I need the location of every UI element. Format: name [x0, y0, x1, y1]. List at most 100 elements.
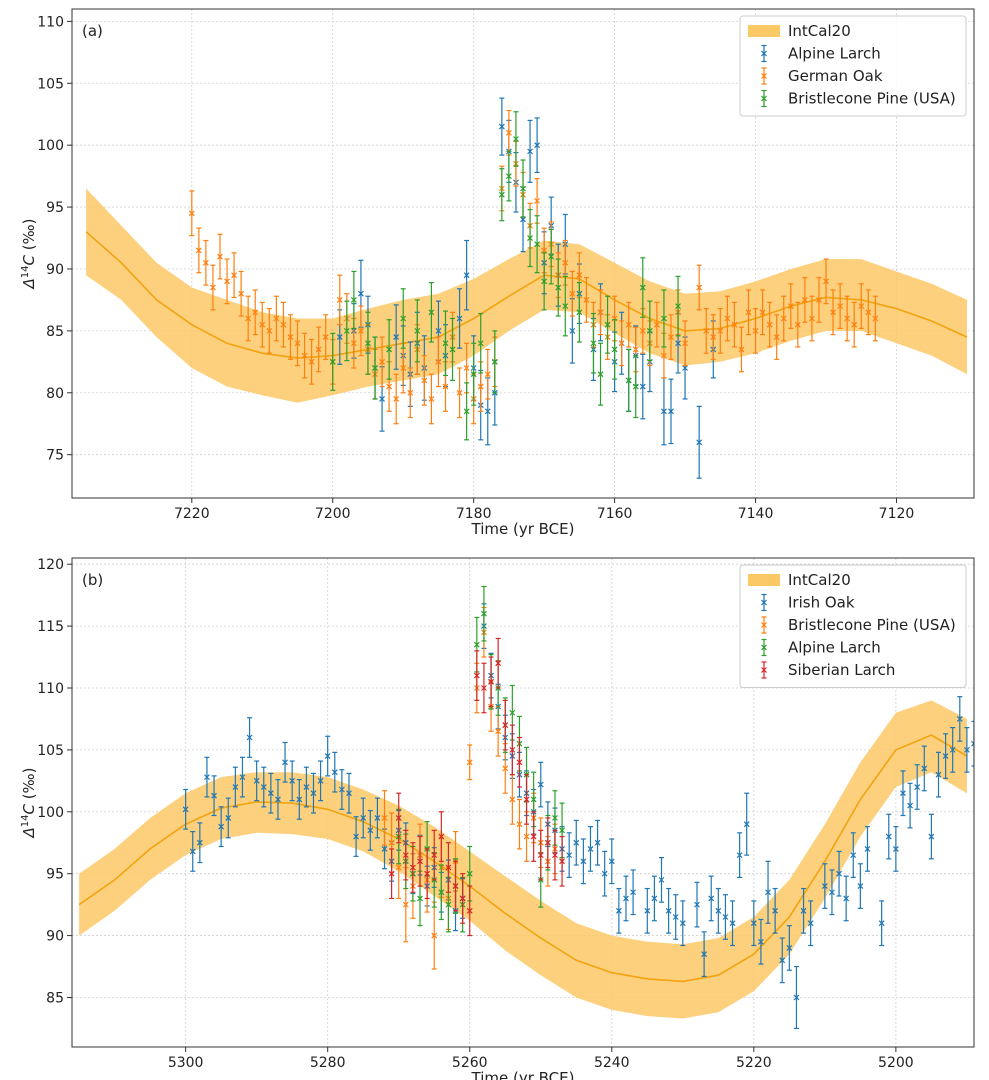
data-point	[573, 819, 580, 866]
point-marker	[527, 235, 533, 241]
point-marker	[466, 759, 473, 766]
data-point	[736, 832, 743, 878]
point-marker	[442, 340, 449, 347]
point-marker	[710, 334, 717, 340]
point-marker	[562, 303, 569, 310]
data-point	[601, 850, 608, 897]
point-marker	[548, 253, 555, 260]
point-marker	[800, 907, 807, 914]
point-marker	[823, 278, 829, 285]
point-marker	[239, 774, 246, 781]
data-point	[338, 769, 345, 810]
data-point	[246, 717, 253, 758]
data-point	[786, 925, 793, 971]
point-marker	[658, 876, 665, 883]
panel-label: (b)	[82, 571, 103, 589]
point-marker	[566, 852, 573, 859]
data-point	[921, 745, 928, 792]
point-marker	[580, 858, 587, 865]
intcal20-band	[79, 700, 967, 1019]
data-point	[481, 585, 487, 642]
point-marker	[523, 833, 530, 840]
data-point	[555, 258, 562, 317]
data-point	[400, 288, 407, 349]
point-marker	[435, 358, 442, 365]
point-marker	[488, 678, 494, 685]
point-marker	[395, 864, 402, 871]
point-marker	[858, 303, 865, 310]
data-point	[864, 826, 871, 872]
point-marker	[225, 815, 232, 821]
data-point	[395, 792, 402, 844]
data-point	[942, 733, 949, 779]
data-point	[400, 342, 407, 394]
y-tick-label: 105	[37, 76, 64, 92]
point-marker	[303, 784, 310, 790]
point-marker	[329, 358, 336, 365]
point-marker	[477, 383, 484, 390]
point-marker	[878, 920, 885, 927]
y-tick-label: 80	[46, 386, 64, 402]
point-marker	[360, 815, 367, 821]
data-point	[745, 289, 752, 336]
data-point	[611, 319, 618, 380]
data-point	[623, 875, 629, 922]
data-point	[597, 342, 604, 406]
point-marker	[379, 358, 385, 365]
data-point	[576, 281, 583, 343]
data-point	[625, 301, 632, 348]
point-marker	[807, 920, 814, 927]
legend-entry: IntCal20	[748, 571, 851, 589]
point-marker	[196, 839, 203, 846]
point-marker	[438, 833, 445, 840]
point-marker	[646, 327, 653, 334]
series-german-oak	[188, 109, 879, 425]
point-marker	[484, 371, 491, 378]
point-marker	[971, 740, 974, 747]
data-point	[267, 772, 274, 814]
y-tick-label: 100	[37, 805, 64, 821]
point-marker	[750, 920, 757, 927]
point-marker	[275, 796, 281, 803]
point-marker	[829, 889, 835, 896]
y-tick-label: 110	[37, 14, 64, 30]
data-point	[253, 760, 260, 802]
point-marker	[322, 334, 329, 340]
data-point	[544, 817, 551, 869]
data-point	[914, 764, 921, 810]
data-point	[331, 751, 338, 793]
data-point	[473, 650, 480, 701]
data-point	[963, 727, 970, 773]
point-marker	[353, 833, 360, 840]
point-marker	[365, 340, 371, 347]
point-marker	[914, 784, 921, 790]
point-marker	[282, 759, 288, 766]
point-marker	[661, 352, 667, 359]
legend-entry: Irish Oak	[761, 594, 855, 612]
point-marker	[238, 290, 245, 297]
point-marker	[801, 296, 808, 303]
data-point	[537, 761, 544, 808]
y-label-delta: Δ	[20, 278, 38, 289]
point-marker	[530, 796, 537, 803]
point-marker	[395, 815, 402, 821]
point-marker	[260, 784, 267, 790]
point-marker	[632, 346, 639, 353]
data-point	[275, 778, 281, 820]
point-marker	[559, 858, 565, 865]
point-marker	[780, 315, 787, 322]
point-marker	[509, 796, 516, 803]
point-marker	[407, 389, 414, 396]
data-point	[502, 699, 509, 751]
data-point	[353, 816, 360, 857]
legend-entry: Bristlecone Pine (USA)	[761, 616, 956, 634]
data-point	[452, 860, 459, 912]
data-point	[516, 798, 523, 850]
point-marker	[844, 315, 851, 322]
data-point	[456, 367, 463, 419]
point-marker	[759, 309, 766, 316]
data-point	[816, 277, 822, 323]
point-marker	[495, 660, 502, 667]
data-point	[365, 311, 371, 375]
data-point	[971, 720, 974, 767]
